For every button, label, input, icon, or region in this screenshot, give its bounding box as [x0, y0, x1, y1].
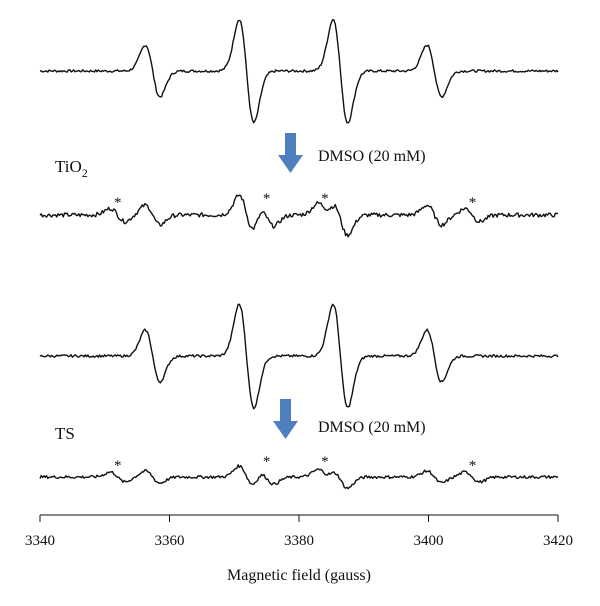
x-tick-label-3420: 3420 [543, 533, 573, 549]
x-axis-ticks: 3340 3360 3380 3400 3420 [25, 515, 573, 549]
dmso-arrow-1 [278, 133, 303, 173]
star-marker: * [263, 191, 271, 207]
star-marker: * [469, 458, 477, 474]
star-marker: * [114, 195, 122, 211]
star-marker: * [263, 454, 271, 470]
spectrum-trace-1 [39, 19, 559, 124]
dmso-annotation-1: DMSO (20 mM) [318, 148, 426, 165]
x-tick-label-3360: 3360 [155, 533, 185, 549]
dmso-annotation-2: DMSO (20 mM) [318, 419, 426, 436]
panel-label-tio2: TiO2 [55, 157, 88, 180]
x-tick-label-3380: 3380 [284, 533, 314, 549]
dmso-arrow-2 [273, 399, 298, 439]
x-tick-label-3340: 3340 [25, 533, 55, 549]
star-marker: * [321, 454, 329, 470]
star-marker: * [114, 458, 122, 474]
star-marker: * [469, 195, 477, 211]
star-markers: * * * * * * * * [114, 191, 476, 474]
spectrum-trace-4 [39, 464, 559, 490]
panel-label-ts: TS [55, 424, 75, 443]
spectrum-trace-3 [39, 303, 559, 410]
spectrum-trace-2 [39, 194, 559, 238]
spectra-traces [39, 19, 559, 490]
x-axis-title: Magnetic field (gauss) [227, 567, 371, 584]
star-marker: * [321, 191, 329, 207]
x-tick-label-3400: 3400 [414, 533, 444, 549]
